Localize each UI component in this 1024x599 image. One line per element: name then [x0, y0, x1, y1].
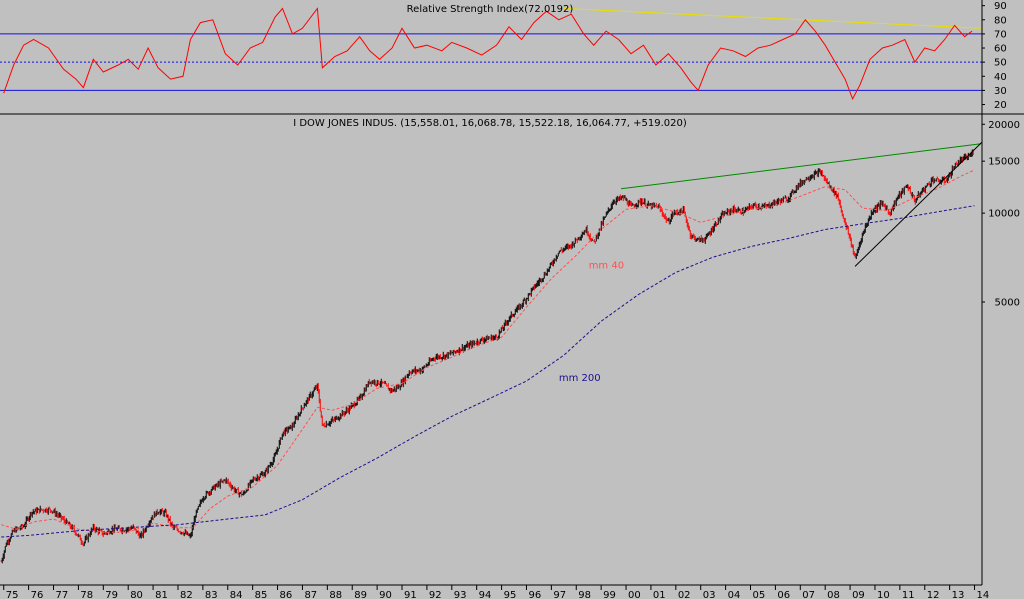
price-tick-label: 20000	[988, 120, 1020, 131]
x-tick-label: 91	[404, 590, 417, 599]
x-tick-label: 88	[329, 590, 342, 599]
x-tick-label: 77	[56, 590, 69, 599]
x-tick-label: 96	[528, 590, 541, 599]
x-tick-label: 90	[379, 590, 392, 599]
ma40-line	[1, 169, 975, 533]
x-axis: 75 76 77 78 79 80 81 82 83 84 85 86 87 88 89 90 91 92 93 94…	[3, 585, 990, 599]
x-tick-label: 02	[678, 590, 691, 599]
rsi-tick-label: 80	[994, 15, 1007, 26]
x-tick-label: 86	[280, 590, 293, 599]
mm40-label: mm 40	[589, 260, 624, 271]
x-tick-label: 13	[952, 590, 965, 599]
x-tick-label: 14	[977, 590, 990, 599]
mm200-label: mm 200	[559, 373, 601, 384]
x-tick-label: 06	[777, 590, 790, 599]
resistance-trendline	[621, 143, 983, 190]
x-tick-label: 76	[31, 590, 44, 599]
rsi-panel: 20 30 40 50 60 70 80 90	[0, 1, 1007, 111]
rsi-tick-label: 30	[994, 86, 1007, 97]
x-tick-label: 10	[877, 590, 890, 599]
x-tick-label: 11	[902, 590, 915, 599]
rsi-tick-label: 50	[994, 58, 1007, 69]
x-tick-label: 05	[753, 590, 766, 599]
rsi-trendline	[563, 7, 983, 29]
rsi-tick-label: 40	[994, 72, 1007, 83]
x-tick-label: 12	[927, 590, 940, 599]
support-trendline	[854, 141, 983, 267]
price-tick-label: 15000	[988, 157, 1020, 168]
x-tick-label: 95	[504, 590, 517, 599]
x-tick-label: 92	[429, 590, 442, 599]
price-tick-label: 10000	[988, 209, 1020, 220]
rsi-tick-label: 20	[994, 100, 1007, 111]
x-tick-label: 94	[479, 590, 492, 599]
x-tick-label: 99	[603, 590, 616, 599]
x-tick-label: 08	[827, 590, 840, 599]
x-tick-label: 80	[130, 590, 143, 599]
rsi-tick-label: 60	[994, 44, 1007, 55]
x-tick-label: 93	[454, 590, 467, 599]
x-tick-label: 98	[578, 590, 591, 599]
x-tick-label: 79	[105, 590, 118, 599]
x-tick-label: 97	[553, 590, 566, 599]
x-tick-label: 85	[255, 590, 268, 599]
x-tick-label: 01	[653, 590, 666, 599]
price-panel: mm 40 mm 200 5000 10000 15000 20000	[0, 120, 1020, 564]
x-tick-label: 89	[354, 590, 367, 599]
x-tick-label: 78	[80, 590, 93, 599]
rsi-tick-label: 90	[994, 1, 1007, 12]
x-tick-label: 00	[628, 590, 641, 599]
x-tick-label: 04	[728, 590, 741, 599]
price-tick-label: 5000	[995, 298, 1020, 309]
x-tick-label: 81	[155, 590, 168, 599]
x-tick-label: 87	[304, 590, 317, 599]
x-tick-label: 03	[703, 590, 716, 599]
x-tick-label: 09	[852, 590, 865, 599]
rsi-title: Relative Strength Index(72.0192)	[407, 4, 574, 15]
rsi-line	[3, 7, 973, 101]
x-tick-label: 83	[205, 590, 218, 599]
x-tick-label: 82	[180, 590, 193, 599]
x-tick-label: 75	[6, 590, 19, 599]
ma200-line	[1, 205, 975, 538]
x-tick-label: 07	[802, 590, 815, 599]
price-title: I DOW JONES INDUS. (15,558.01, 16,068.78…	[293, 118, 687, 129]
x-tick-label: 84	[230, 590, 243, 599]
rsi-tick-label: 70	[994, 29, 1007, 40]
